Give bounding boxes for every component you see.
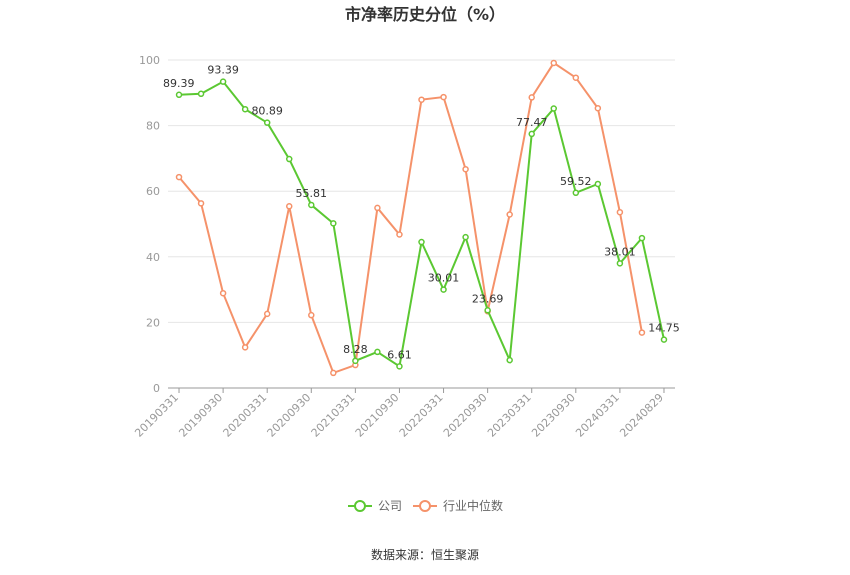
data-point <box>550 105 558 112</box>
data-label: 14.75 <box>648 322 680 335</box>
data-point <box>241 344 249 351</box>
data-point <box>638 329 646 336</box>
data-label: 89.39 <box>163 77 195 90</box>
x-tick-label: 20210331 <box>309 391 358 440</box>
data-point <box>175 91 183 99</box>
data-label: 77.47 <box>516 116 548 129</box>
data-point <box>638 234 646 242</box>
y-tick-label: 100 <box>139 54 160 67</box>
source-note: 数据来源：恒生聚源 <box>371 547 479 562</box>
data-point <box>440 93 447 101</box>
data-point <box>506 356 513 364</box>
x-tick-label: 20230930 <box>529 391 578 440</box>
data-point <box>219 289 227 297</box>
data-point <box>330 220 337 227</box>
grid <box>168 59 675 323</box>
data-point <box>285 155 293 163</box>
legend-label-company: 公司 <box>378 499 402 513</box>
data-label: 30.01 <box>428 272 460 285</box>
y-axis: 0 20 40 60 80 100 <box>139 54 160 395</box>
data-point <box>175 173 183 181</box>
x-tick-label: 20190331 <box>132 391 181 440</box>
chart-title: 市净率历史分位（%） <box>345 5 505 24</box>
data-point <box>528 130 535 138</box>
y-tick-label: 0 <box>153 382 160 395</box>
x-tick-label: 20240331 <box>573 391 622 440</box>
x-tick-label: 20210930 <box>353 391 402 440</box>
data-label: 80.89 <box>251 105 283 118</box>
data-point <box>241 105 249 113</box>
legend: 公司 行业中位数 <box>348 498 503 513</box>
data-label: 23.69 <box>472 292 504 305</box>
series-line <box>178 61 643 375</box>
data-label: 6.61 <box>387 348 412 361</box>
data-label: 93.39 <box>207 64 239 77</box>
y-tick-label: 60 <box>146 185 160 198</box>
legend-item-company[interactable]: 公司 <box>348 499 402 513</box>
data-point <box>572 74 580 81</box>
x-tick-label: 20220331 <box>397 391 446 440</box>
data-label: 59.52 <box>560 175 592 188</box>
y-tick-label: 80 <box>146 120 160 133</box>
data-point <box>396 363 403 370</box>
data-point <box>330 369 337 377</box>
data-point <box>263 119 271 126</box>
x-axis: 2019033120190930202003312020093020210331… <box>132 387 675 440</box>
data-point <box>418 238 425 246</box>
legend-marker-company <box>354 500 366 512</box>
data-point <box>263 310 271 318</box>
legend-marker-industry <box>419 500 431 512</box>
y-tick-label: 20 <box>146 316 160 329</box>
series-industry <box>175 59 646 377</box>
data-point <box>462 165 469 173</box>
series-company <box>175 78 668 370</box>
data-label: 38.01 <box>604 245 636 258</box>
data-point <box>506 211 513 218</box>
data-point <box>219 78 227 85</box>
x-tick-label: 20190930 <box>176 391 225 440</box>
data-point <box>308 311 315 319</box>
data-labels: 89.39 93.39 80.89 55.81 8.28 6.61 30.01 23.69 77… <box>163 64 680 362</box>
x-tick-label: 20230331 <box>485 391 534 440</box>
data-point <box>572 189 580 197</box>
legend-item-industry[interactable]: 行业中位数 <box>413 498 503 513</box>
data-point <box>616 208 624 216</box>
series-line <box>178 80 665 368</box>
data-point <box>308 201 315 209</box>
data-point <box>197 200 205 207</box>
data-point <box>285 203 293 210</box>
x-tick-label: 20220930 <box>441 391 490 440</box>
data-point <box>528 94 535 101</box>
x-tick-label: 20200331 <box>221 391 270 440</box>
data-point <box>594 104 602 112</box>
data-point <box>374 348 381 356</box>
x-tick-label: 20240829 <box>617 391 666 440</box>
legend-label-industry: 行业中位数 <box>443 498 503 513</box>
data-point <box>197 90 205 98</box>
x-tick-label: 20200930 <box>265 391 314 440</box>
data-point <box>484 307 491 314</box>
data-point <box>462 233 469 241</box>
data-label: 8.28 <box>343 343 368 356</box>
data-point <box>352 357 359 365</box>
data-point <box>440 286 447 293</box>
data-point <box>396 231 403 238</box>
data-point <box>660 336 668 343</box>
y-tick-label: 40 <box>146 251 160 264</box>
data-point <box>374 204 381 212</box>
data-point <box>616 260 624 267</box>
data-point <box>550 59 558 67</box>
data-point <box>418 96 425 103</box>
data-point <box>594 180 602 188</box>
data-label: 55.81 <box>296 187 328 200</box>
